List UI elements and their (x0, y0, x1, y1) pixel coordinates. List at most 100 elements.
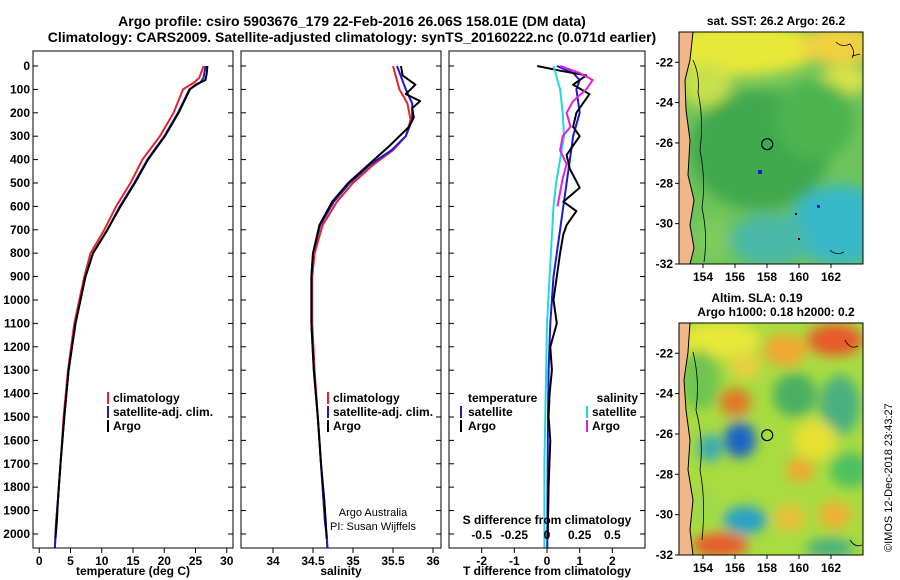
sst-map-title: sat. SST: 26.2 Argo: 26.2 (707, 14, 846, 28)
map-x-tick-label: 158 (757, 561, 777, 575)
y-tick-label: 1600 (3, 433, 30, 447)
annotation-pi: PI: Susan Wijffels (330, 521, 416, 533)
difference-xlabel2: S difference from climatology (463, 513, 632, 527)
temperature-panel: 0 5 10 15 20 25 300100200300400500600700800900… (3, 50, 234, 578)
sst-float-marker (761, 138, 774, 151)
x-tick-label: 2 (609, 554, 616, 568)
sst-map: sat. SST: 26.2 Argo: 26.2 (656, 14, 864, 284)
map-y-tick-label: -28 (656, 176, 674, 190)
map-y-tick-label: -22 (656, 55, 674, 69)
series-line-argo (54, 65, 209, 539)
y-tick-label: 600 (10, 199, 30, 213)
map-y-tick-label: -32 (656, 257, 674, 271)
x-tick-label: 34.5 (301, 554, 325, 568)
sst-map-frame (678, 31, 864, 265)
y-tick-label: 1900 (3, 504, 30, 518)
sla-map: Altim. SLA: 0.19 Argo h1000: 0.18 h2000:… (656, 291, 864, 575)
legend-label-satellite: satellite-adj. clim. (333, 405, 433, 419)
sla-map-image (679, 323, 863, 555)
salinity-series-layer (310, 65, 422, 549)
x-tick-label: 35.5 (381, 554, 405, 568)
legend-label-salinity-satellite: satellite (592, 405, 637, 419)
temperature-axes-frame (32, 50, 234, 549)
x2-tick-label: -0.25 (501, 528, 529, 542)
map-y-tick-label: -22 (656, 346, 674, 360)
map-x-tick-label: 162 (821, 561, 841, 575)
difference-panel: -2 -1 0 1 2 -0.5 -0.25 0 0.25 0.5 T difference fr… (448, 50, 646, 578)
x2-tick-label: -0.5 (471, 528, 492, 542)
salinity-xlabel: salinity (320, 564, 362, 578)
x-tick-label: 1 (576, 554, 583, 568)
map-y-tick-label: -28 (656, 467, 674, 481)
y-tick-label: 1200 (3, 340, 30, 354)
map-y-tick-label: -26 (656, 427, 674, 441)
x-tick-label: 15 (126, 554, 140, 568)
y-tick-label: 500 (10, 176, 30, 190)
legend-label-argo: Argo (113, 419, 141, 433)
series-line-argo (310, 65, 422, 539)
annotation-argo-australia: Argo Australia (339, 507, 408, 519)
x-tick-label: 0 (36, 554, 43, 568)
y-tick-label: 1100 (4, 316, 30, 330)
y-tick-label: 700 (10, 223, 30, 237)
salinity-panel: 34 34.5 35 35.5 36 salinity climatology sate… (240, 50, 442, 578)
x-tick-label: 5 (67, 554, 74, 568)
map-x-tick-label: 156 (725, 561, 745, 575)
legend-title-temperature: temperature (468, 391, 538, 405)
map-x-tick-label: 154 (693, 561, 713, 575)
series-line-salinity-satellite (543, 65, 565, 548)
map-x-tick-label: 154 (693, 270, 713, 284)
legend-label-climatology: climatology (113, 391, 180, 405)
y-tick-label: 400 (10, 153, 30, 167)
sst-map-image (679, 32, 863, 264)
y-tick-label: 900 (10, 270, 30, 284)
x-tick-label: 10 (95, 554, 109, 568)
sst-map-ticks: 154 156 158 160 162 -22 -24 -26 -28 -30 -32 (656, 55, 842, 284)
legend-label-argo: Argo (333, 419, 361, 433)
difference-ticks: -2 -1 0 1 2 -0.5 -0.25 0 0.25 0.5 (449, 65, 645, 568)
y-tick-label: 1500 (3, 410, 30, 424)
x2-tick-label: 0.5 (604, 528, 621, 542)
salinity-legend: climatology satellite-adj. clim. Argo (327, 391, 433, 433)
legend-label-satellite: satellite-adj. clim. (113, 405, 213, 419)
map-y-tick-label: -30 (656, 217, 674, 231)
figure-title-line2: Climatology: CARS2009. Satellite-adjuste… (48, 29, 656, 45)
sla-map-title2: Argo h1000: 0.18 h2000: 0.2 (697, 305, 855, 319)
series-line-climatology (53, 65, 205, 549)
x-tick-label: -2 (476, 554, 487, 568)
x-tick-label: 35 (346, 554, 360, 568)
y-tick-label: 1000 (3, 293, 30, 307)
temperature-xlabel: temperature (deg C) (76, 564, 190, 578)
map-y-tick-label: -24 (656, 387, 674, 401)
x-tick-label: 30 (220, 554, 234, 568)
y-tick-label: 0 (23, 59, 30, 73)
y-tick-label: 1800 (3, 480, 30, 494)
credit-text: ©IMOS 12-Dec-2018 23:43:27 (883, 403, 895, 552)
y-tick-label: 100 (10, 82, 30, 96)
y-tick-label: 1300 (3, 363, 30, 377)
x2-tick-label: 0 (544, 528, 551, 542)
y-tick-label: 300 (10, 129, 30, 143)
temperature-ticks: 0 5 10 15 20 25 300100200300400500600700800900… (3, 59, 233, 568)
x-tick-label: 36 (426, 554, 440, 568)
legend-label-climatology: climatology (333, 391, 400, 405)
map-y-tick-label: -26 (656, 136, 674, 150)
series-line-temperature-argo (536, 65, 591, 539)
difference-xlabel: T difference from climatology (463, 564, 631, 578)
x2-tick-label: 0.25 (568, 528, 592, 542)
y-tick-label: 2000 (3, 527, 30, 541)
sla-float-marker (761, 429, 774, 442)
x-tick-label: -1 (509, 554, 520, 568)
map-y-tick-label: -30 (656, 508, 674, 522)
y-tick-label: 200 (10, 106, 30, 120)
x-tick-label: 34 (266, 554, 280, 568)
y-tick-label: 1400 (3, 387, 30, 401)
sla-map-ticks: 154 156 158 160 162 -22 -24 -26 -28 -30 -32 (656, 346, 842, 575)
y-tick-label: 1700 (3, 457, 30, 471)
legend-title-salinity: salinity (597, 391, 639, 405)
series-line-salinity-argo (556, 65, 594, 207)
map-x-tick-label: 162 (821, 270, 841, 284)
map-x-tick-label: 156 (725, 270, 745, 284)
difference-legend: temperature satellite Argo salinity sate… (460, 391, 639, 433)
